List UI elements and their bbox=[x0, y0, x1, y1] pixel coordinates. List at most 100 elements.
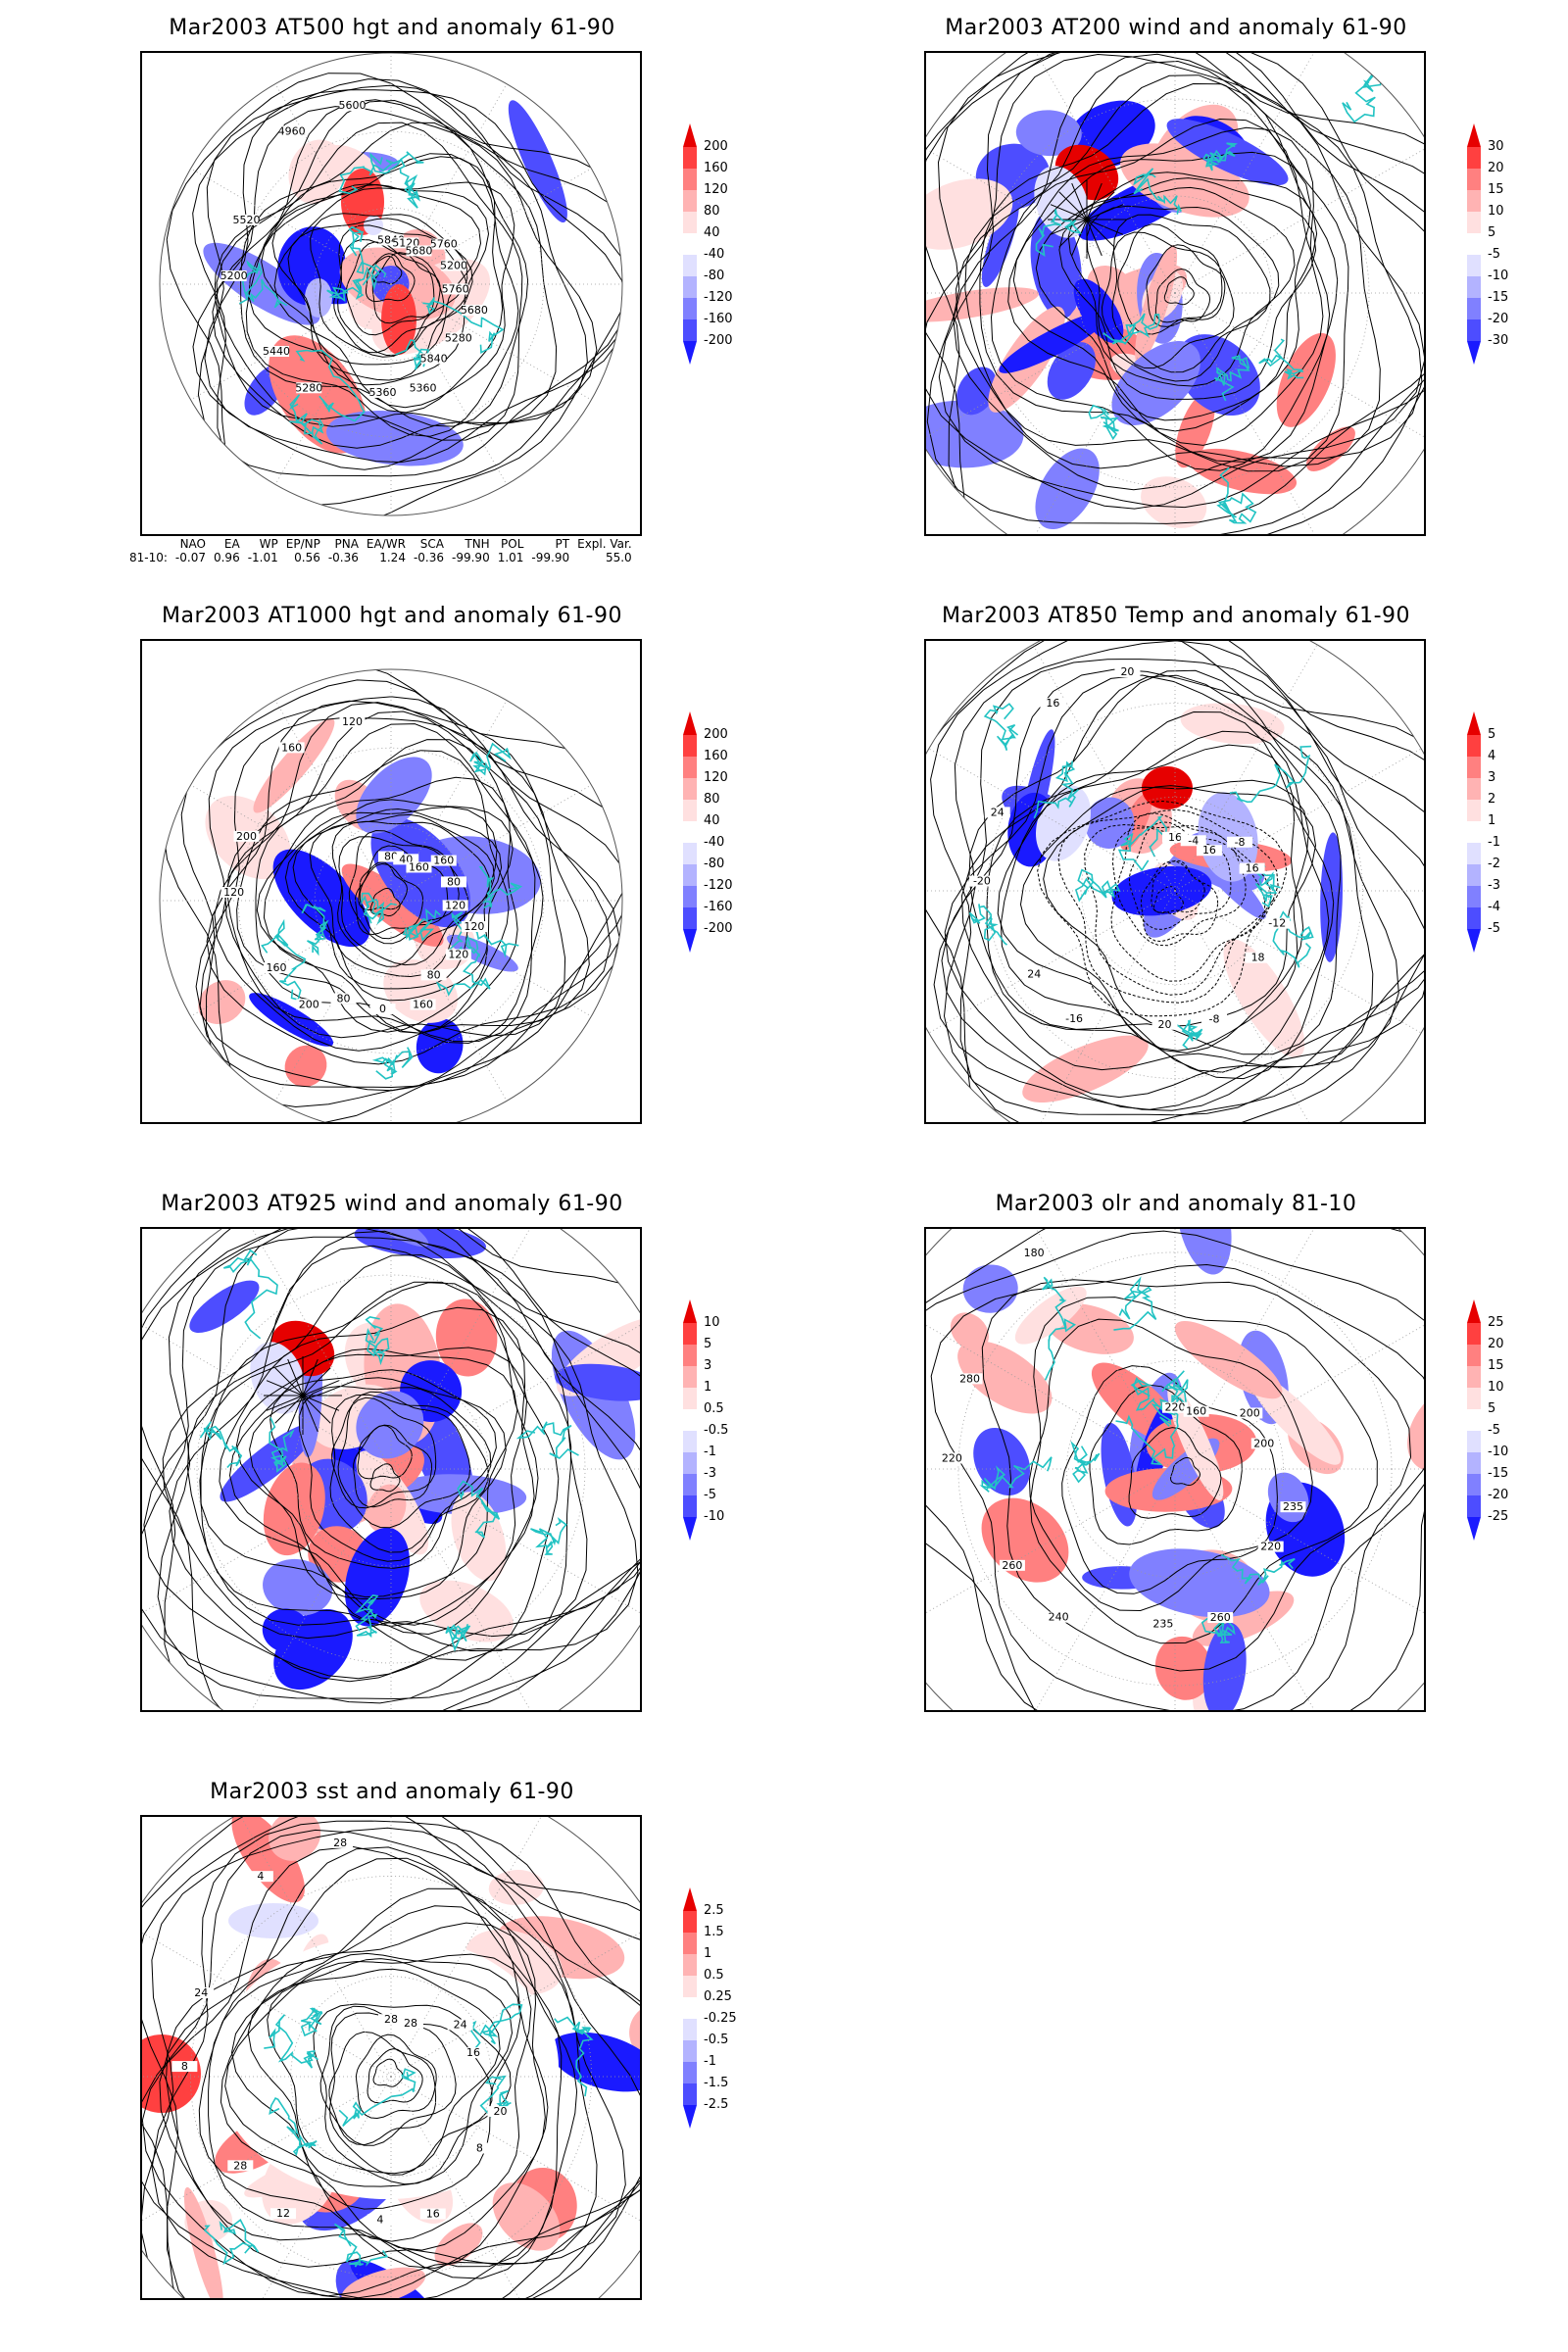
olr-anomaly-area bbox=[957, 1341, 1053, 1414]
sst-contour-label-bg bbox=[188, 1987, 215, 1999]
olr-contour-label: 200 bbox=[1253, 1437, 1274, 1449]
at925-contour bbox=[143, 1229, 640, 1680]
panel-sst: Mar2003 sst and anomaly 61-90 28 24 20 16 12 8… bbox=[0, 1764, 784, 2352]
at850-contour-label: 18 bbox=[1251, 952, 1265, 964]
at1000-contour-label-bg bbox=[406, 861, 432, 873]
at500-graticule bbox=[274, 283, 392, 485]
at850-contour-label: 24 bbox=[991, 806, 1004, 818]
at1000-colorbar-segment bbox=[683, 800, 697, 821]
olr-coastline bbox=[1113, 1276, 1157, 1331]
sst-contour bbox=[159, 1846, 598, 2268]
at850-coastline bbox=[968, 904, 1008, 946]
at925-coastline bbox=[457, 1480, 501, 1539]
at200-anomaly-area bbox=[1306, 426, 1355, 471]
sst-title: Mar2003 sst and anomaly 61-90 bbox=[210, 1780, 574, 1804]
at925-streamline bbox=[274, 1395, 304, 1424]
at1000-contour-label-bg bbox=[430, 855, 457, 866]
at1000-colorbar-tick-label: -200 bbox=[704, 921, 733, 936]
olr-contour bbox=[930, 1263, 1424, 1710]
sst-coastline bbox=[269, 2096, 318, 2157]
at1000-contour-label-bg bbox=[233, 830, 260, 842]
olr-colorbar-tick-label: -15 bbox=[1488, 1466, 1509, 1481]
at850-contour-label-bg bbox=[1114, 666, 1141, 678]
tc-v2: 0.96 bbox=[213, 551, 240, 564]
sst-colorbar-segment bbox=[683, 1933, 697, 1954]
at200-coastline bbox=[1035, 209, 1083, 257]
olr-coastline bbox=[1130, 1376, 1189, 1413]
at500-contour-label-bg bbox=[369, 386, 396, 398]
at925-contour bbox=[169, 1245, 639, 1683]
teleconnection-table: NAO EA WP EP/NP PNA EA/WR SCA TNH POL PT… bbox=[0, 537, 784, 564]
at1000-contour-label: 80 bbox=[447, 875, 461, 888]
at500-contour-label-bg bbox=[278, 125, 305, 137]
olr-contour bbox=[1128, 1427, 1222, 1519]
at925-contour bbox=[329, 1394, 489, 1553]
at500-anomaly-area bbox=[305, 278, 332, 318]
sst-contour-label: 28 bbox=[384, 2013, 398, 2026]
at200-graticule bbox=[980, 98, 1370, 488]
at925-streamline bbox=[302, 1367, 331, 1396]
at925-anomaly-area bbox=[367, 1484, 407, 1534]
at200-colorbar-tick-label: -5 bbox=[1488, 247, 1500, 262]
at500-contour-label: 5280 bbox=[445, 331, 472, 344]
at850-contour bbox=[933, 659, 1424, 1111]
at925-colorbar-segment bbox=[683, 1409, 697, 1431]
at925-contour bbox=[357, 1424, 413, 1480]
at500-colorbar-tick-label: -200 bbox=[704, 333, 733, 348]
at1000-contour-label: 160 bbox=[433, 855, 454, 867]
at850-contour-label: -20 bbox=[973, 875, 991, 888]
tc-h5: PNA bbox=[334, 537, 359, 551]
olr-colorbar-tick-label: 5 bbox=[1488, 1401, 1496, 1416]
at850-colorbar-segment bbox=[1467, 821, 1481, 843]
sst-colorbar-segment bbox=[683, 2019, 697, 2040]
at1000-graticule bbox=[190, 900, 392, 1017]
at200-colorbar-tick-label: -20 bbox=[1488, 312, 1509, 326]
at925-contour bbox=[186, 1253, 572, 1652]
at925-streamline bbox=[274, 1367, 304, 1396]
at925-coastline bbox=[445, 1624, 471, 1652]
at500-contour-label-bg bbox=[445, 332, 471, 344]
at500-coastline bbox=[348, 225, 387, 291]
olr-contour bbox=[1029, 1297, 1378, 1644]
at850-graticule bbox=[1080, 796, 1270, 986]
at200-contour bbox=[1101, 231, 1235, 369]
sst-colorbar-tick-label: 0.5 bbox=[704, 1968, 724, 1983]
at1000-graticule bbox=[390, 784, 592, 902]
at200-contour bbox=[1111, 214, 1271, 373]
at200-colorbar-tick-label: -15 bbox=[1488, 290, 1509, 305]
at500-graticule bbox=[274, 83, 392, 285]
olr-contour-label-bg bbox=[1183, 1405, 1209, 1417]
at850-contour-label-bg bbox=[1021, 968, 1048, 980]
at200-contour bbox=[926, 53, 1424, 534]
at1000-coastline bbox=[261, 918, 307, 1001]
sst-contour-label: 28 bbox=[333, 1837, 347, 1849]
olr-contour-label: 235 bbox=[1152, 1617, 1173, 1630]
at1000-coastline bbox=[435, 934, 491, 997]
tc-h2: EA bbox=[223, 537, 240, 551]
olr-contour bbox=[1089, 1384, 1243, 1545]
olr-contour bbox=[926, 1230, 1424, 1710]
at1000-contour bbox=[256, 806, 498, 1033]
at200-anomaly-area bbox=[1111, 341, 1200, 425]
at1000-anomaly-area bbox=[446, 934, 518, 972]
olr-contour-label: 240 bbox=[1049, 1611, 1069, 1624]
at500-contour-label-bg bbox=[339, 100, 366, 112]
sst-anomaly-area bbox=[183, 2186, 223, 2298]
at850-contour-label: -8 bbox=[1209, 1012, 1220, 1025]
at500-coastline bbox=[399, 151, 424, 209]
at200-colorbar-tick-label: -30 bbox=[1488, 333, 1509, 348]
sst-contour-label-bg bbox=[247, 1871, 273, 1883]
sst-contour-label: 16 bbox=[466, 2046, 480, 2059]
sst-colorbar-segment bbox=[683, 1997, 697, 2019]
at850-contour-label-bg bbox=[1196, 845, 1222, 857]
at500-title: Mar2003 AT500 hgt and anomaly 61-90 bbox=[169, 16, 615, 40]
sst-contour-label-bg bbox=[270, 2208, 296, 2220]
at850-contour-label-bg bbox=[1040, 698, 1066, 710]
sst-contour bbox=[328, 2031, 437, 2146]
sst-colorbar-segment bbox=[683, 2062, 697, 2083]
at200-anomaly-area bbox=[926, 400, 1024, 468]
at850-colorbar-tick-label: -2 bbox=[1488, 857, 1500, 871]
teleconnection-value-row: 81-10: -0.07 0.96 -1.01 0.56 -0.36 1.24 … bbox=[125, 551, 636, 564]
at1000-contour bbox=[355, 862, 423, 936]
at925-colorbar-segment bbox=[683, 1431, 697, 1452]
